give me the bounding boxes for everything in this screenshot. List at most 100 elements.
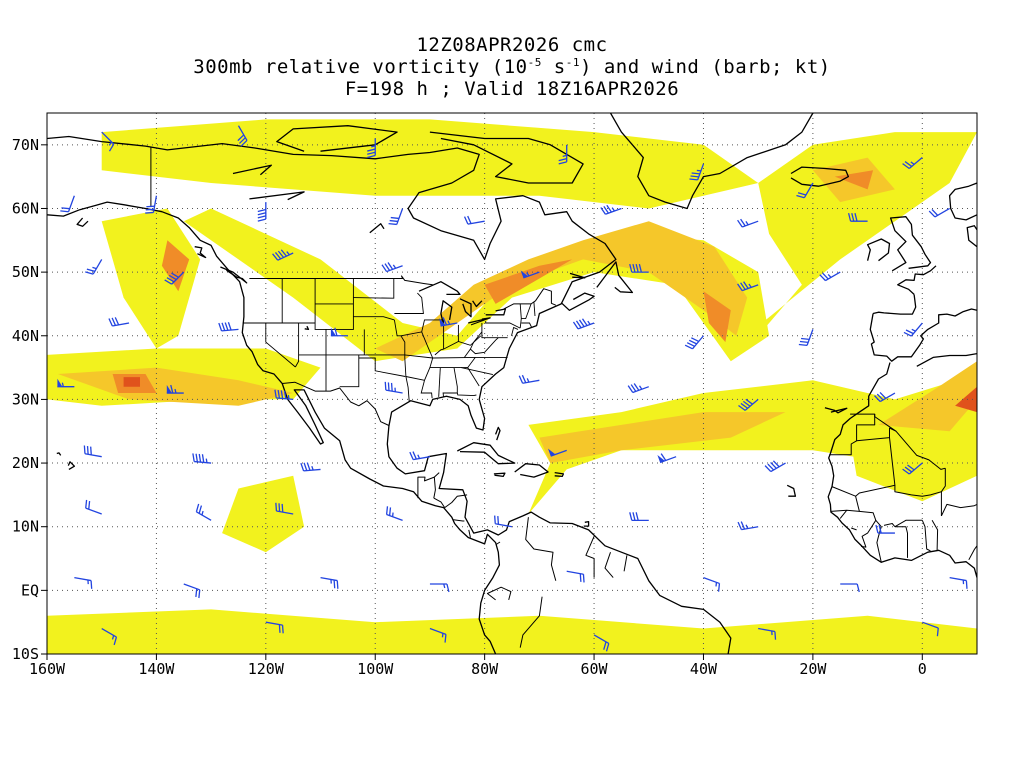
- wind-barb: [657, 453, 677, 464]
- wind-barb-half-flag: [392, 264, 397, 269]
- coastline: [418, 281, 461, 296]
- state-border: [314, 278, 354, 330]
- x-tick-label: 80W: [471, 660, 499, 678]
- state-border: [485, 321, 521, 329]
- wind-barb-flag: [632, 263, 636, 273]
- y-tick-label: 30N: [12, 390, 39, 408]
- country-border: [604, 552, 614, 578]
- y-tick-label: 10S: [12, 645, 39, 663]
- country-border: [433, 497, 446, 508]
- wind-barb-flag: [902, 468, 910, 475]
- x-tick-label: 140W: [138, 660, 175, 678]
- country-border: [486, 586, 512, 601]
- wind-barb-flag: [275, 502, 278, 512]
- wind-barb-flag: [737, 219, 743, 228]
- x-tick-label: 160W: [29, 660, 66, 678]
- wind-barb-flag: [367, 148, 376, 152]
- wind-barb-flag: [333, 579, 336, 589]
- vorticity-band-level-4: [123, 377, 140, 387]
- wind-barb: [738, 398, 759, 411]
- wind-barb-flag: [145, 208, 155, 211]
- wind-barb: [819, 271, 841, 282]
- wind-barb-flag: [904, 466, 913, 473]
- wind-barb-flag: [582, 574, 585, 583]
- wind-barb-flag: [334, 327, 338, 336]
- x-tick-label: 100W: [357, 660, 394, 678]
- wind-barb: [60, 195, 75, 213]
- wind-barb-flag: [600, 207, 606, 215]
- wind-barb-flag: [221, 322, 226, 331]
- coastline: [608, 113, 814, 210]
- wind-barb: [385, 506, 403, 521]
- state-border: [511, 326, 519, 336]
- coastline: [786, 484, 797, 497]
- wind-barb-flag: [798, 343, 808, 347]
- coastline: [440, 300, 453, 326]
- y-tick-label: 20N: [12, 454, 39, 472]
- wind-barb-flag: [108, 318, 113, 327]
- wind-barb-flag: [770, 461, 777, 469]
- wind-barb-flag: [224, 322, 229, 331]
- wind-barb-flag: [146, 205, 155, 208]
- wind-barb: [758, 627, 777, 640]
- wind-barb-flag: [572, 321, 579, 330]
- wind-barb-flag: [412, 451, 417, 460]
- wind-barb-flag: [796, 194, 805, 199]
- wind-barb-flag: [876, 393, 884, 401]
- wind-barb-flag: [605, 643, 610, 652]
- wind-barb: [928, 207, 950, 218]
- wind-barb-flag: [629, 263, 633, 273]
- coastline: [596, 261, 634, 294]
- wind-barb-pennant: [520, 270, 529, 278]
- state-border: [353, 278, 395, 299]
- wind-barb-flag: [303, 462, 308, 471]
- wind-barb-flag: [367, 154, 376, 159]
- coastline: [948, 182, 977, 221]
- wind-barb-flag: [745, 398, 753, 405]
- coastline: [67, 461, 76, 470]
- wind-barb-flag: [660, 453, 667, 461]
- country-border: [433, 477, 436, 499]
- wind-barb-flag: [195, 453, 199, 462]
- wind-barb-flag: [497, 516, 500, 525]
- wind-barb-flag: [931, 208, 939, 216]
- wind-barb-flag: [388, 222, 397, 226]
- wind-barb-flag: [446, 583, 450, 593]
- state-border: [265, 323, 296, 368]
- wind-barb-flag: [688, 339, 697, 345]
- title-field-part: 300mb relative vorticity (10: [193, 56, 528, 78]
- wind-barb: [875, 524, 895, 534]
- wind-barb-flag: [690, 175, 699, 178]
- wind-barb: [737, 521, 759, 531]
- state-border: [393, 319, 410, 402]
- wind-barb-flag: [903, 331, 912, 337]
- wind-barb-flag: [195, 588, 198, 597]
- wind-barb-half-flag: [286, 251, 290, 256]
- wind-barb-flag: [83, 445, 86, 454]
- coastline: [457, 442, 516, 465]
- coastline: [583, 520, 590, 527]
- coastlines: [47, 113, 977, 654]
- wind-barb: [57, 378, 75, 388]
- wind-barb-half-flag: [587, 320, 591, 325]
- wind-barb-flag: [170, 384, 174, 394]
- wind-barb-flag: [390, 216, 400, 220]
- coastline: [872, 294, 917, 315]
- wind-barb: [874, 391, 896, 403]
- wind-barb-flag: [558, 161, 567, 165]
- vorticity-band-level-1: [101, 208, 201, 349]
- vorticity-band-level-2: [878, 361, 977, 432]
- wind-barb-flag: [238, 137, 246, 144]
- wind-barb-flag: [847, 213, 852, 222]
- wind-barb: [796, 182, 814, 199]
- wind-barb-flag: [86, 446, 89, 455]
- wind-barb-flag: [61, 207, 70, 210]
- wind-barb: [593, 634, 610, 652]
- wind-barb-flag: [257, 218, 266, 222]
- x-tick-label: 20W: [799, 660, 827, 678]
- wind-barb: [922, 621, 939, 637]
- wind-barb: [274, 389, 294, 401]
- country-border: [282, 381, 390, 426]
- state-border: [467, 367, 480, 387]
